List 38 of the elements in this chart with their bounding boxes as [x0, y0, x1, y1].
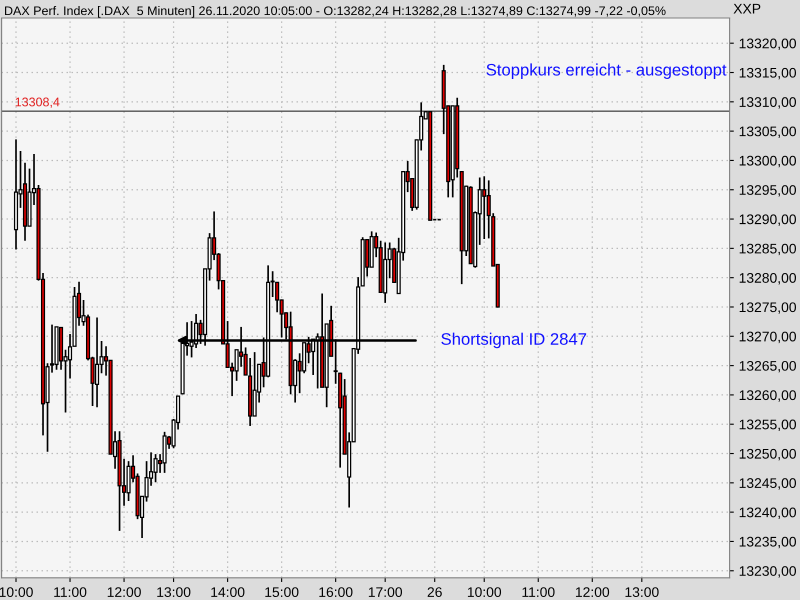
y-tick-label: 13255,00	[740, 420, 796, 432]
x-tick-label: 16:00	[319, 587, 352, 598]
y-tick-label: 13285,00	[740, 244, 796, 256]
y-tick-label: 13290,00	[740, 214, 796, 226]
y-tick-label: 13300,00	[740, 156, 796, 168]
annotation: Shortsignal ID 2847	[441, 332, 586, 348]
x-tick-label: 12:00	[108, 587, 141, 598]
annotation: Stoppkurs erreicht - ausgestoppt	[486, 63, 726, 79]
y-tick-label: 13295,00	[740, 185, 796, 197]
y-tick-label: 13320,00	[740, 38, 796, 50]
y-tick-label: 13260,00	[740, 390, 796, 402]
x-tick-label: 13:00	[625, 587, 659, 598]
x-tick-label: 15:00	[265, 587, 298, 598]
x-tick-label: 26	[428, 587, 442, 598]
x-tick-label: 13:00	[157, 587, 190, 598]
x-tick-label: 11:00	[54, 587, 86, 598]
ref-line-label: 13308,4	[16, 98, 60, 108]
x-tick-label: 11:00	[522, 587, 555, 598]
y-tick-label: 13235,00	[740, 536, 796, 548]
y-tick-label: 13280,00	[740, 273, 796, 284]
y-tick-label: 13315,00	[740, 68, 796, 80]
x-tick-label: 10:00	[0, 587, 33, 598]
x-tick-label: 14:00	[211, 587, 244, 598]
y-tick-label: 13240,00	[740, 507, 796, 519]
y-tick-label: 13270,00	[740, 332, 796, 344]
x-tick-label: 12:00	[576, 587, 610, 598]
y-axis-title: XXP	[734, 4, 760, 14]
y-tick-label: 13275,00	[740, 302, 796, 314]
x-tick-label: 17:00	[368, 587, 402, 598]
y-tick-label: 13310,00	[740, 97, 796, 109]
y-tick-label: 13245,00	[740, 478, 796, 490]
y-tick-label: 13230,00	[740, 566, 796, 578]
x-tick-label: 10:00	[468, 587, 502, 598]
y-tick-label: 13265,00	[740, 360, 796, 372]
candlestick	[94, 316, 100, 408]
y-tick-label: 13250,00	[740, 448, 796, 460]
y-tick-label: 13305,00	[740, 126, 796, 138]
chart-title: DAX Perf. Index [.DAX 5 Minuten] 26.11.2020 10:05:00 - O:13282,24 H:13282,28 L:13274,89 C:13274,99 -7,22 -0,05%	[5, 6, 666, 18]
